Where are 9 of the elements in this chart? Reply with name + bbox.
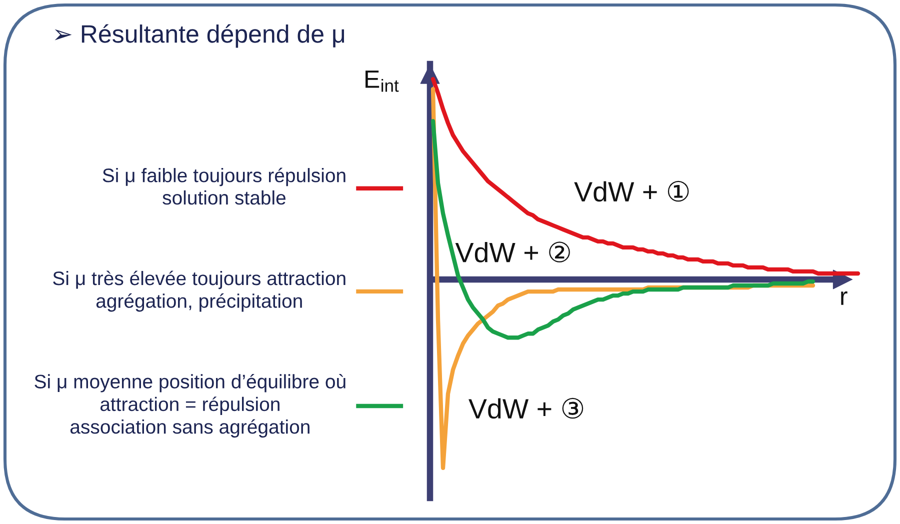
- annotation: VdW + ②: [455, 242, 570, 262]
- y-axis-title: E$_{int}$: [366, 70, 399, 92]
- annotation: VdW + ③: [468, 398, 584, 419]
- annotation: VdW + ①: [574, 180, 689, 202]
- x-axis-title: r: [841, 291, 848, 305]
- legend-label: Si μ très élevée toujours attraction agrégation, précipitation: [53, 270, 346, 312]
- legend-label: Si μ faible toujours répulsion solution stable: [102, 168, 346, 205]
- legend-label: Si μ moyenne position d’équilibre où attraction = répulsion association sans agrégation: [34, 374, 346, 438]
- text: ➢ Résultante dépend de μ: [54, 24, 344, 48]
